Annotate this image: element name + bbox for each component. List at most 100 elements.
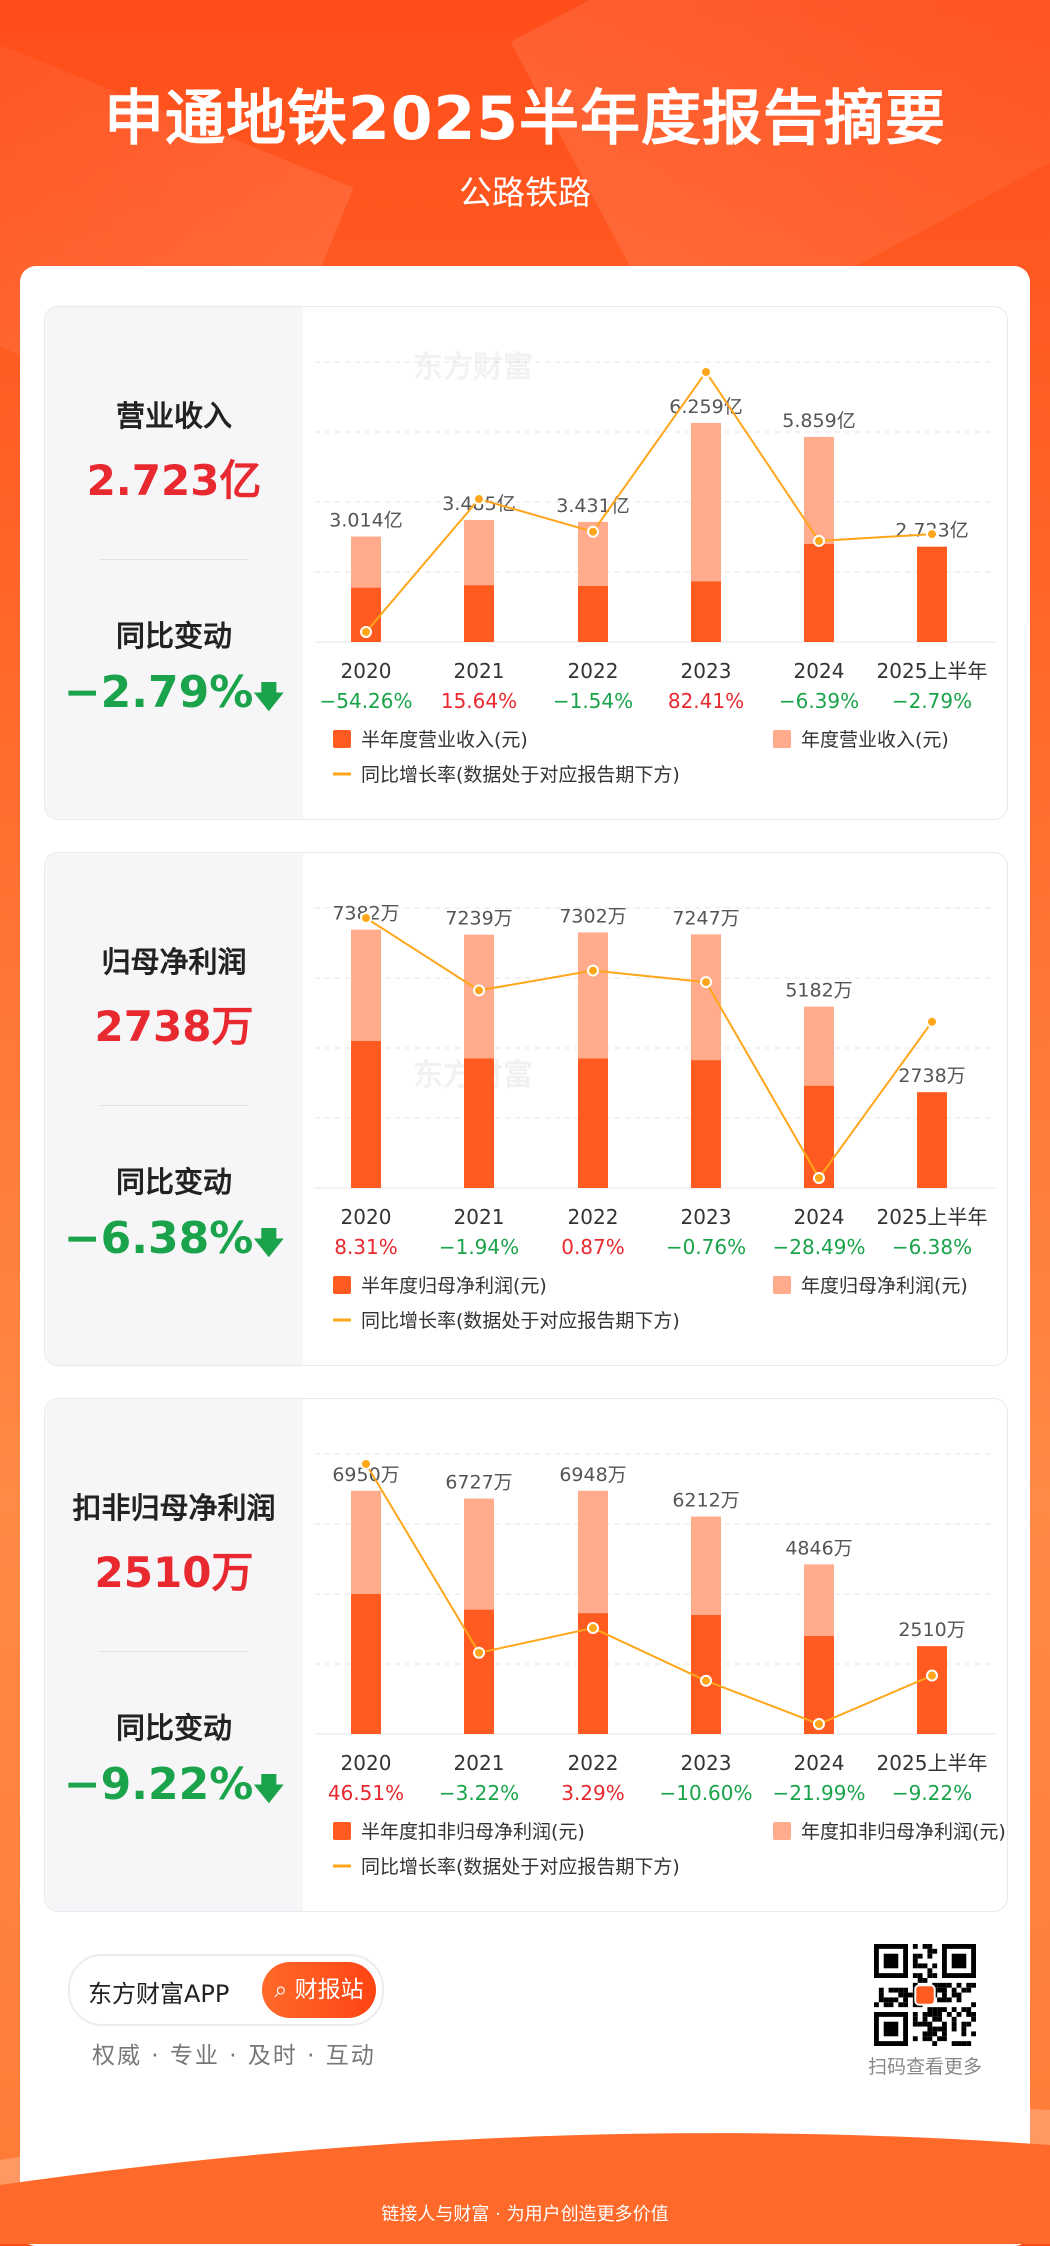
x-tick-label: 2020 bbox=[341, 1751, 392, 1775]
legend-swatch-half bbox=[333, 1276, 351, 1294]
qr-module bbox=[966, 2012, 972, 2017]
qr-module bbox=[937, 1987, 942, 1993]
qr-module bbox=[932, 2031, 938, 2037]
half-year-bar bbox=[464, 585, 494, 642]
qr-finder bbox=[951, 1953, 967, 1969]
metric-value: 2510万 bbox=[94, 1548, 254, 1597]
qr-module bbox=[937, 2026, 942, 2032]
qr-module bbox=[922, 1978, 928, 1983]
qr-module bbox=[922, 1963, 928, 1969]
qr-module bbox=[893, 1987, 899, 1993]
qr-module bbox=[946, 1997, 952, 2003]
qr-module bbox=[922, 2012, 928, 2017]
legend-annual: 年度扣非归母净利润(元) bbox=[801, 1821, 1006, 1843]
qr-module bbox=[961, 1987, 967, 1993]
bar-value-label: 5.859亿 bbox=[782, 410, 855, 432]
growth-point bbox=[473, 1646, 485, 1659]
qr-module bbox=[927, 2036, 933, 2042]
growth-rate-label: −1.54% bbox=[553, 689, 633, 713]
half-year-bar bbox=[464, 1058, 494, 1188]
change-value: −6.38%🡇 bbox=[63, 1213, 285, 1264]
qr-module bbox=[878, 1987, 884, 1993]
x-tick-label: 2025上半年 bbox=[877, 1205, 988, 1229]
change-label: 同比变动 bbox=[115, 1165, 232, 1199]
half-year-bar bbox=[351, 1594, 381, 1734]
qr-module bbox=[956, 1992, 962, 1998]
qr-module bbox=[951, 2026, 957, 2032]
growth-point bbox=[473, 984, 485, 997]
bar-value-label: 7302万 bbox=[559, 905, 626, 927]
x-tick-label: 2022 bbox=[568, 1205, 619, 1229]
half-year-bar bbox=[804, 1636, 834, 1734]
qr-module bbox=[898, 2002, 904, 2008]
half-year-bar bbox=[804, 544, 834, 642]
x-tick-label: 2020 bbox=[341, 1205, 392, 1229]
legend-half: 半年度营业收入(元) bbox=[361, 729, 528, 751]
qr-module bbox=[917, 1973, 923, 1978]
qr-code[interactable] bbox=[874, 1944, 976, 2046]
growth-rate-label: −21.99% bbox=[772, 1781, 865, 1805]
qr-module bbox=[966, 2021, 972, 2027]
qr-module bbox=[912, 2002, 918, 2008]
bar-value-label: 2510万 bbox=[898, 1619, 965, 1641]
growth-rate-label: −54.26% bbox=[319, 689, 412, 713]
qr-module bbox=[932, 2012, 938, 2017]
qr-module bbox=[946, 2012, 952, 2017]
qr-module bbox=[937, 2007, 942, 2012]
change-value: −9.22%🡇 bbox=[63, 1759, 285, 1810]
bar-value-label: 6.259亿 bbox=[669, 396, 742, 418]
qr-finder bbox=[883, 1953, 899, 1969]
growth-rate-label: −6.39% bbox=[779, 689, 859, 713]
qr-module bbox=[956, 2041, 962, 2046]
qr-module bbox=[937, 2016, 942, 2022]
bar-value-label: 4846万 bbox=[785, 1537, 852, 1559]
qr-module bbox=[956, 1982, 962, 1988]
bar-value-label: 6948万 bbox=[559, 1464, 626, 1486]
qr-module bbox=[961, 2021, 967, 2027]
qr-module bbox=[951, 2007, 957, 2012]
metric-value: 2.723亿 bbox=[86, 456, 262, 505]
bar-value-label: 6212万 bbox=[672, 1490, 739, 1512]
qr-module bbox=[951, 1992, 957, 1998]
half-year-bar bbox=[691, 1060, 721, 1188]
qr-module bbox=[922, 2016, 928, 2022]
page-title: 申通地铁2025半年度报告摘要 bbox=[104, 84, 946, 154]
metric-label: 归母净利润 bbox=[101, 945, 247, 979]
bar-value-label: 6950万 bbox=[332, 1464, 399, 1486]
app-promo[interactable]: 东方财富APP ⌕ 财报站 bbox=[68, 1954, 384, 2026]
qr-module bbox=[908, 1992, 913, 1998]
divider bbox=[99, 1651, 249, 1652]
qr-module bbox=[951, 2021, 957, 2027]
qr-module bbox=[971, 2012, 976, 2017]
x-tick-label: 2024 bbox=[794, 659, 845, 683]
growth-rate-label: 3.29% bbox=[561, 1781, 625, 1805]
section-net-profit: 归母净利润 2738万 同比变动 −6.38%🡇 东方财富7382万7239万7… bbox=[44, 852, 1008, 1366]
bar-value-label: 7247万 bbox=[672, 907, 739, 929]
watermark: 东方财富 bbox=[413, 350, 533, 385]
growth-point bbox=[587, 1622, 599, 1635]
bar-value-label: 6727万 bbox=[445, 1472, 512, 1494]
growth-rate-label: −1.94% bbox=[439, 1235, 519, 1259]
slogan: 链接人与财富 · 为用户创造更多价值 bbox=[381, 2204, 669, 2225]
qr-module bbox=[932, 1982, 938, 1988]
x-tick-label: 2021 bbox=[454, 1751, 505, 1775]
legend-swatch-annual bbox=[773, 730, 791, 748]
qr-module bbox=[966, 1982, 972, 1988]
report-station-button[interactable]: ⌕ 财报站 bbox=[262, 1962, 376, 2018]
change-label: 同比变动 bbox=[115, 619, 232, 653]
metric-label: 营业收入 bbox=[115, 399, 232, 433]
growth-rate-label: 8.31% bbox=[334, 1235, 398, 1259]
x-tick-label: 2023 bbox=[681, 1751, 732, 1775]
legend-swatch-annual bbox=[773, 1276, 791, 1294]
growth-point bbox=[700, 976, 712, 989]
qr-module bbox=[966, 1987, 972, 1993]
qr-module bbox=[912, 1953, 918, 1959]
qr-module bbox=[927, 2012, 933, 2017]
qr-module bbox=[927, 1944, 933, 1949]
net-profit-chart: 东方财富7382万7239万7302万7247万5182万2738万20208.… bbox=[315, 903, 995, 1332]
qr-module bbox=[912, 1982, 918, 1988]
arrow-down-icon: 🡇 bbox=[253, 680, 285, 715]
qr-module bbox=[937, 1997, 942, 2003]
growth-point bbox=[587, 525, 599, 538]
qr-module bbox=[932, 2016, 938, 2022]
